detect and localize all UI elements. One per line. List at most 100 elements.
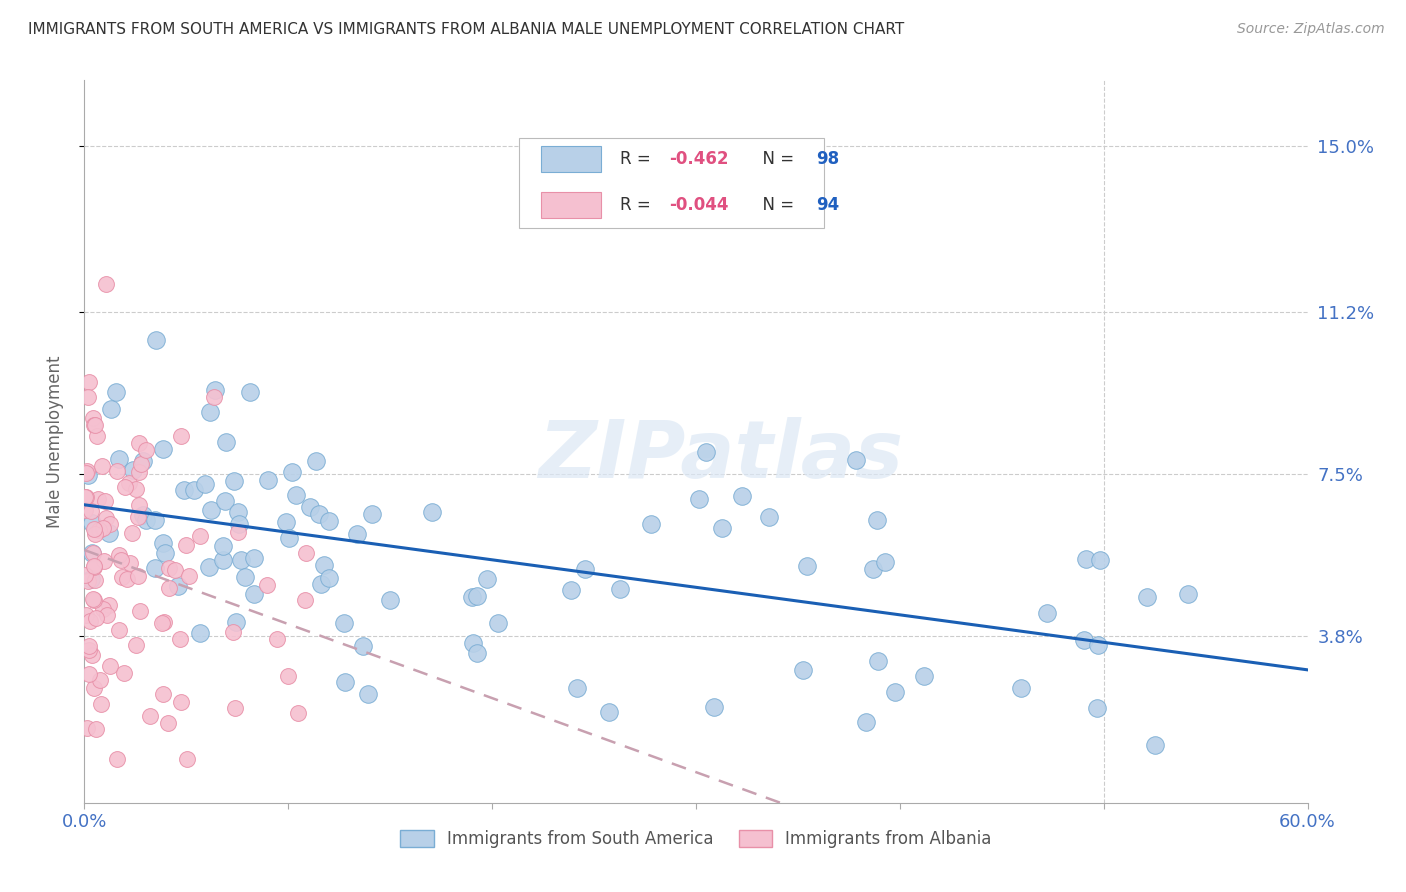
Point — [198, 559, 221, 574]
Point — [128, 604, 150, 618]
Point — [93, 554, 115, 568]
Point — [125, 638, 148, 652]
Point — [111, 570, 134, 584]
FancyBboxPatch shape — [519, 138, 824, 228]
Point — [308, 507, 330, 521]
Point — [281, 465, 304, 479]
Point — [89, 523, 111, 537]
FancyBboxPatch shape — [541, 192, 600, 218]
Point — [117, 476, 139, 491]
Point — [465, 589, 488, 603]
Point — [120, 557, 142, 571]
Point — [176, 752, 198, 766]
Point — [1088, 553, 1111, 567]
Point — [299, 500, 322, 514]
Point — [305, 454, 328, 468]
Point — [731, 489, 754, 503]
Point — [80, 516, 103, 530]
Point — [875, 556, 897, 570]
Point — [132, 508, 155, 522]
Point — [845, 452, 868, 467]
Text: R =: R = — [620, 195, 657, 213]
Point — [1036, 607, 1059, 621]
Point — [167, 578, 190, 592]
Point — [152, 687, 174, 701]
Point — [1136, 591, 1159, 605]
Point — [82, 411, 104, 425]
Point — [1085, 700, 1108, 714]
Point — [75, 490, 97, 504]
Point — [361, 507, 384, 521]
Point — [105, 384, 128, 399]
Point — [463, 636, 485, 650]
Point — [97, 598, 120, 612]
Point — [135, 443, 157, 458]
Point — [215, 435, 238, 450]
Point — [883, 685, 905, 699]
Point — [82, 546, 104, 560]
Point — [202, 390, 225, 404]
Point — [204, 383, 226, 397]
Point — [76, 721, 98, 735]
Point — [127, 509, 149, 524]
Point — [243, 587, 266, 601]
Point — [128, 435, 150, 450]
Point — [152, 442, 174, 456]
Point — [90, 697, 112, 711]
Point — [256, 578, 278, 592]
Point — [277, 669, 299, 683]
Point — [1074, 552, 1097, 566]
Point — [333, 616, 356, 631]
Point — [703, 700, 725, 714]
Point — [157, 560, 180, 574]
Point — [796, 558, 818, 573]
Point — [792, 663, 814, 677]
Y-axis label: Male Unemployment: Male Unemployment — [45, 355, 63, 528]
Point — [143, 561, 166, 575]
Point — [82, 592, 104, 607]
Point — [83, 681, 105, 695]
Point — [77, 375, 100, 389]
Point — [114, 480, 136, 494]
Point — [378, 593, 401, 607]
Point — [153, 615, 176, 630]
Point — [239, 384, 262, 399]
Point — [211, 552, 233, 566]
Point — [688, 492, 710, 507]
Point — [143, 513, 166, 527]
Point — [76, 464, 98, 478]
Legend: Immigrants from South America, Immigrants from Albania: Immigrants from South America, Immigrant… — [394, 823, 998, 855]
Point — [912, 669, 935, 683]
Point — [229, 552, 252, 566]
Point — [83, 593, 105, 607]
Point — [758, 509, 780, 524]
Point — [77, 467, 100, 482]
Text: 98: 98 — [815, 150, 839, 168]
Point — [155, 546, 177, 560]
Point — [77, 643, 100, 657]
Point — [1010, 681, 1032, 696]
Point — [695, 445, 717, 459]
Point — [128, 498, 150, 512]
Point — [284, 488, 307, 502]
Point — [77, 639, 100, 653]
Point — [121, 525, 143, 540]
Text: N =: N = — [752, 195, 800, 213]
Point — [77, 574, 100, 588]
Point — [188, 529, 211, 543]
Text: Source: ZipAtlas.com: Source: ZipAtlas.com — [1237, 22, 1385, 37]
Point — [560, 582, 582, 597]
Point — [93, 602, 115, 616]
Point — [94, 510, 117, 524]
Point — [1087, 638, 1109, 652]
Point — [112, 665, 135, 680]
Point — [465, 646, 488, 660]
Point — [89, 673, 111, 687]
Point — [77, 390, 100, 404]
Point — [862, 562, 884, 576]
Point — [97, 525, 120, 540]
Point — [357, 687, 380, 701]
Point — [98, 659, 121, 673]
Point — [86, 611, 108, 625]
Point — [79, 615, 101, 629]
